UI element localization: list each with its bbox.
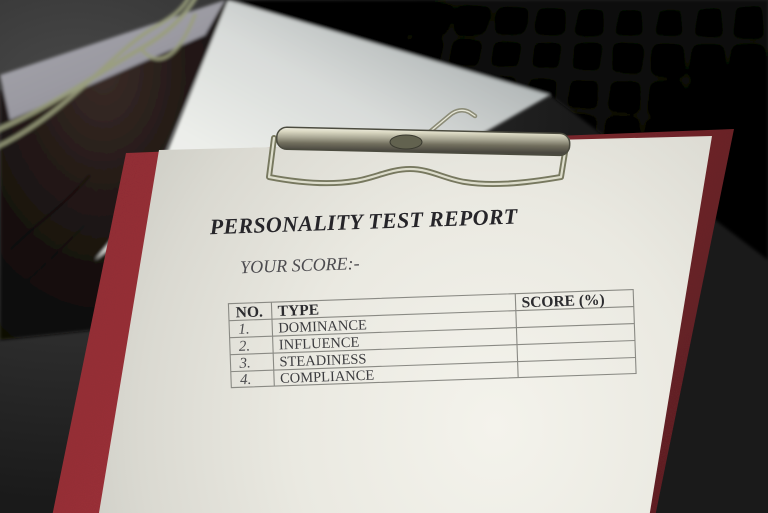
svg-text:DOMINANCE: DOMINANCE xyxy=(278,317,367,336)
svg-text:4.: 4. xyxy=(240,372,252,388)
svg-text:INFLUENCE: INFLUENCE xyxy=(279,335,360,354)
svg-text:3.: 3. xyxy=(238,355,251,371)
svg-text:TYPE: TYPE xyxy=(277,302,319,320)
svg-text:SCORE (%): SCORE (%) xyxy=(521,292,605,312)
svg-text:YOUR SCORE:-: YOUR SCORE:- xyxy=(240,253,360,277)
svg-text:NO.: NO. xyxy=(235,303,263,321)
svg-text:COMPLIANCE: COMPLIANCE xyxy=(280,368,375,387)
svg-text:1.: 1. xyxy=(238,321,250,337)
svg-text:2.: 2. xyxy=(239,338,251,354)
